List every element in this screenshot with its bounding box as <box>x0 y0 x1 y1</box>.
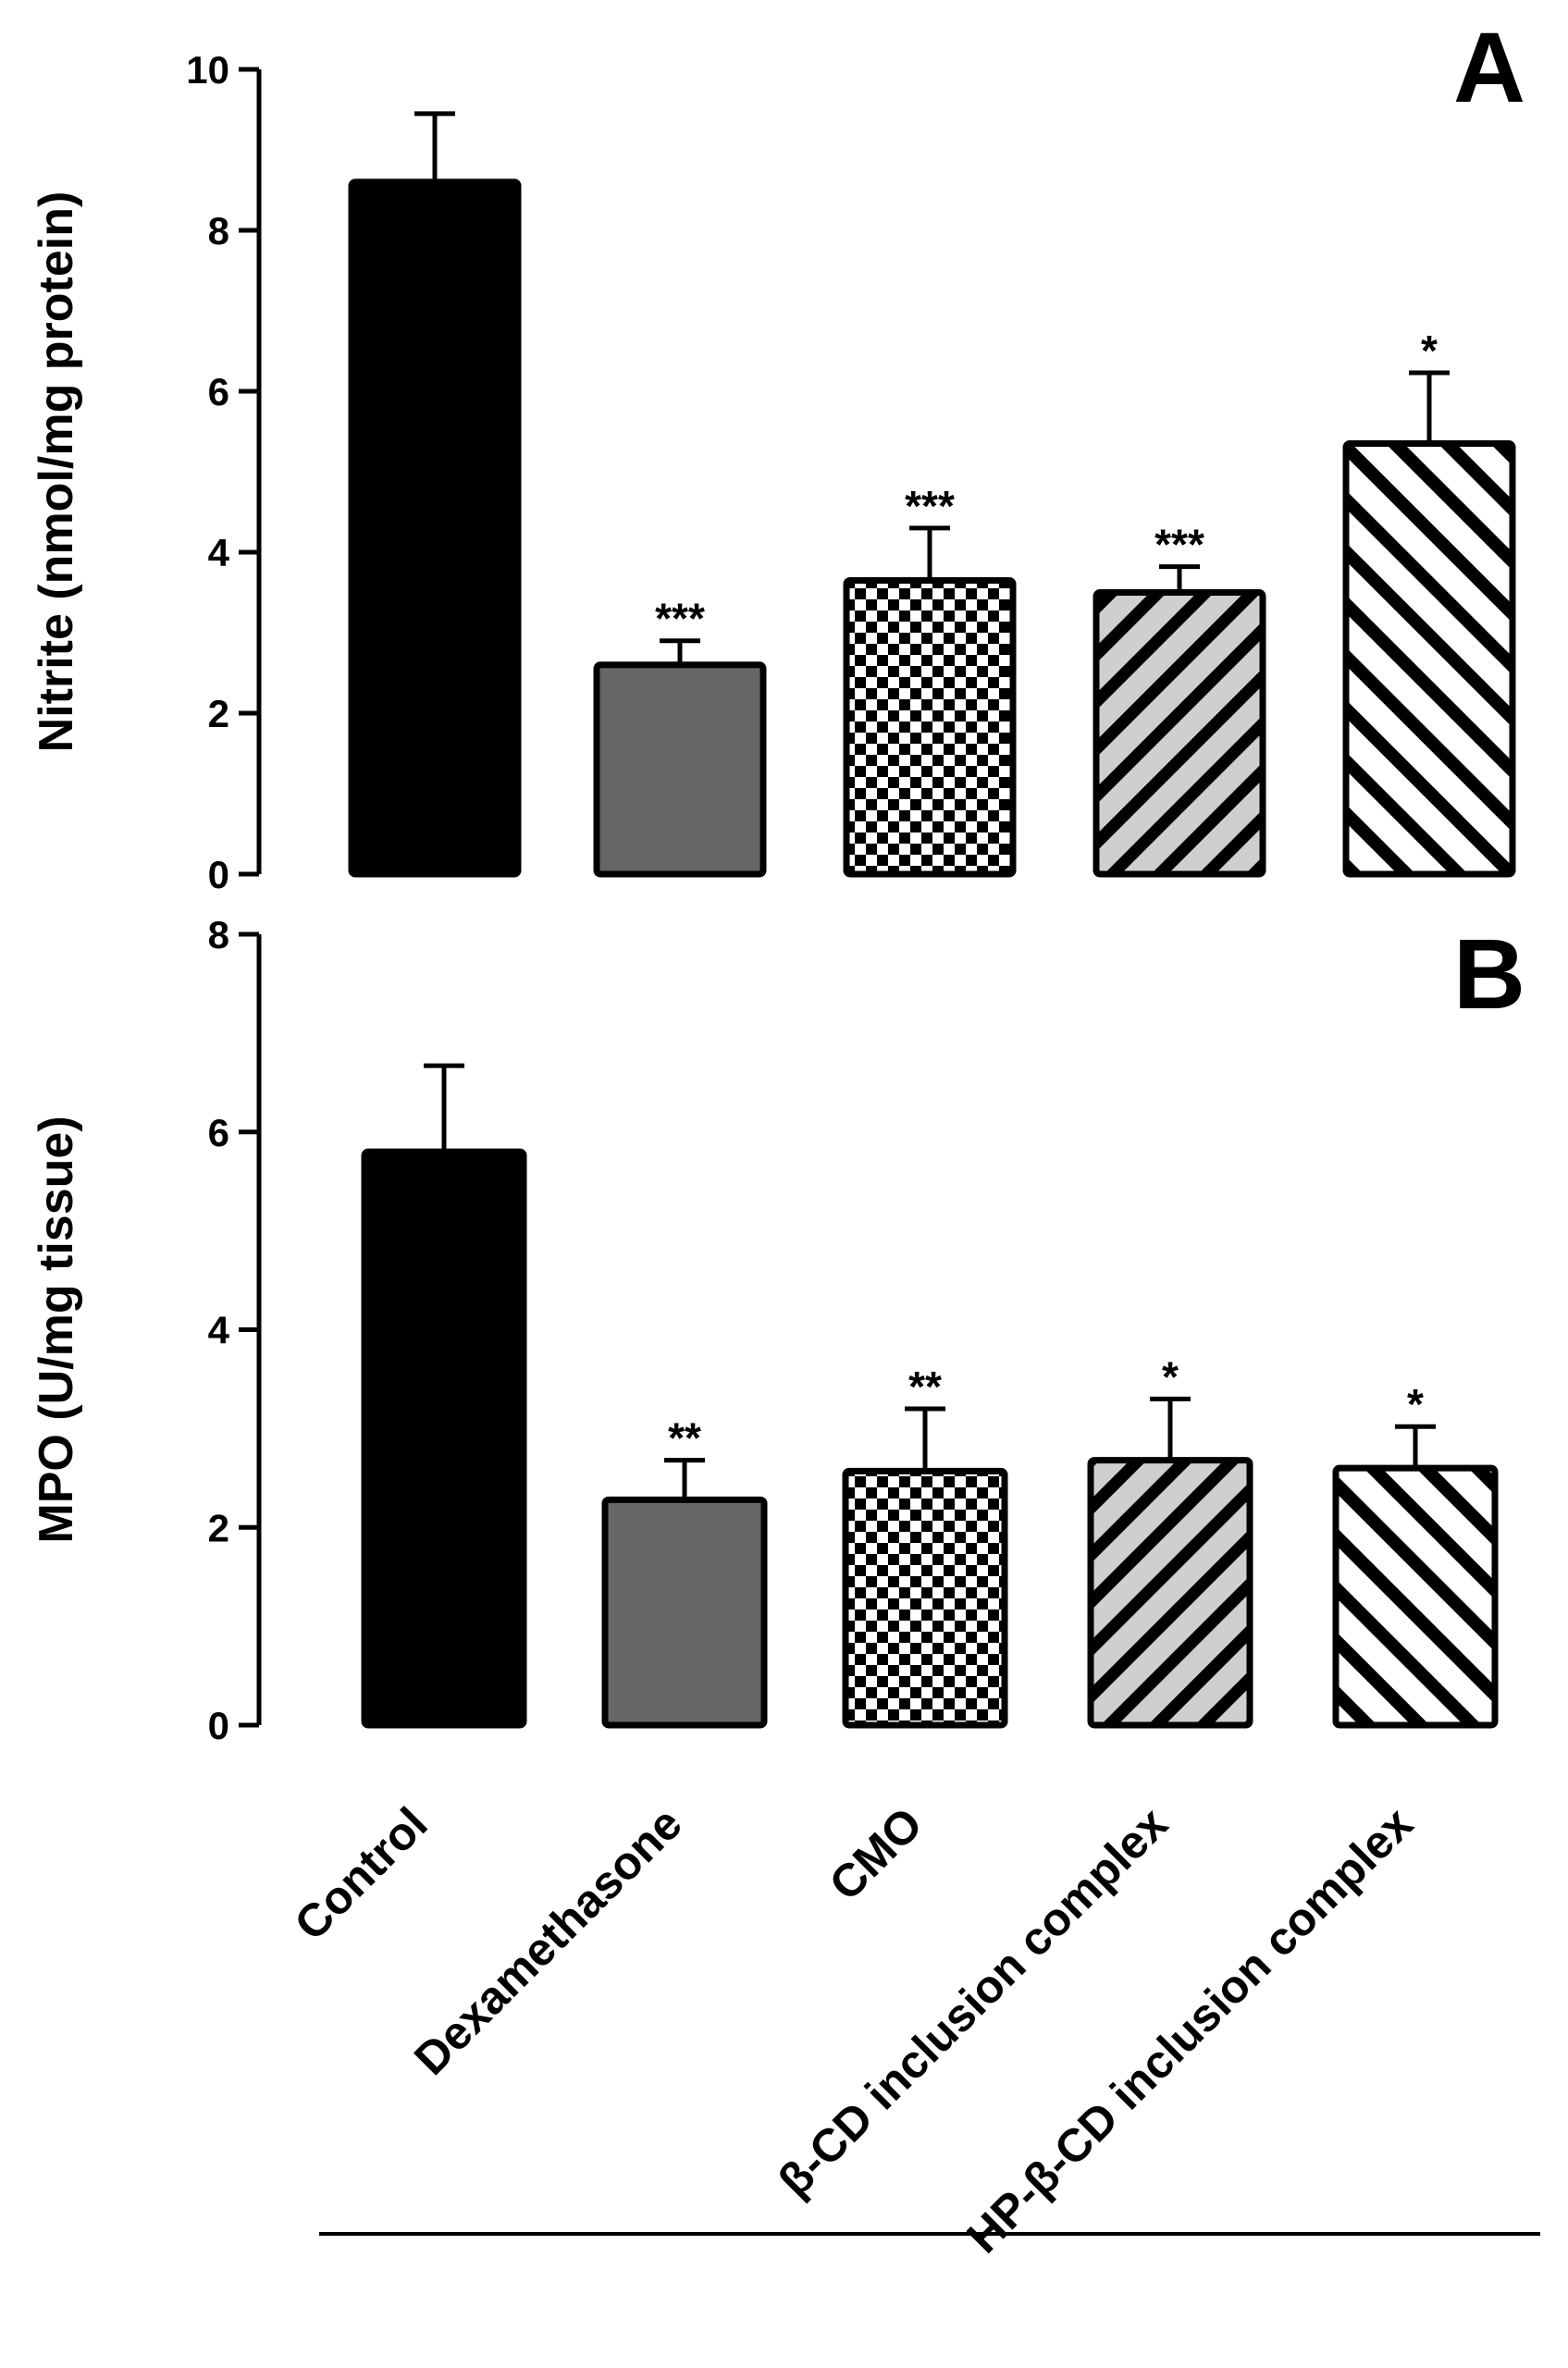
panel-b-significance-label: * <box>1407 1380 1424 1428</box>
panel-a-y-tick-label: 0 <box>208 853 229 896</box>
category-label-1: Control <box>285 1797 438 1950</box>
category-label-5: HP-β-CD inclusion complex <box>957 1797 1423 2263</box>
panel-b-letter: B <box>1453 918 1525 1030</box>
panel-b-significance-label: ** <box>908 1363 942 1411</box>
panel-a-y-tick-label: 2 <box>208 692 229 735</box>
panel-a-y-tick-label: 10 <box>186 48 229 92</box>
panel-b-bar-5 <box>1332 1464 1499 1729</box>
panel-a-significance-label: *** <box>655 595 705 643</box>
panel-b-y-tick-label: 2 <box>208 1506 229 1549</box>
panel-a-letter: A <box>1453 11 1525 123</box>
panel-a-bar-5 <box>1342 440 1516 878</box>
panel-b-significance-label: * <box>1162 1352 1179 1400</box>
panel-b-bar-4 <box>1087 1457 1253 1729</box>
panel-a-y-tick-label: 4 <box>208 531 230 574</box>
panel-a-y-axis-title: Nitrite (nmol/mg protein) <box>30 191 83 753</box>
panel-a-significance-label: *** <box>1154 521 1204 569</box>
panel-a-significance-label: * <box>1421 327 1438 375</box>
panel-a-y-tick-label: 6 <box>208 370 229 413</box>
panel-a-bar-1 <box>348 179 522 878</box>
panel-a-bar-4 <box>1093 589 1266 878</box>
panel-a-significance-label: *** <box>905 482 955 530</box>
panel-b-y-tick-label: 6 <box>208 1111 229 1154</box>
panel-b-bar-1 <box>361 1148 527 1729</box>
panel-b-bar-2 <box>601 1496 768 1729</box>
panel-a-bar-2 <box>593 661 767 878</box>
panel-a-bar-3 <box>843 576 1017 878</box>
panel-b-y-axis-title: MPO (U/mg tissue) <box>30 1116 83 1543</box>
category-label-4: β-CD inclusion complex <box>768 1797 1177 2206</box>
category-label-2: Dexamethasone <box>404 1797 692 2085</box>
panel-b-y-tick-label: 8 <box>208 913 229 956</box>
panel-a-y-tick-label: 8 <box>208 209 229 253</box>
panel-b-significance-label: ** <box>668 1414 701 1462</box>
panel-b-y-tick-label: 0 <box>208 1704 229 1747</box>
category-label-3: CMO <box>820 1797 932 1910</box>
panel-b-y-tick-label: 4 <box>208 1309 230 1352</box>
panel-b-bar-3 <box>842 1467 1008 1729</box>
